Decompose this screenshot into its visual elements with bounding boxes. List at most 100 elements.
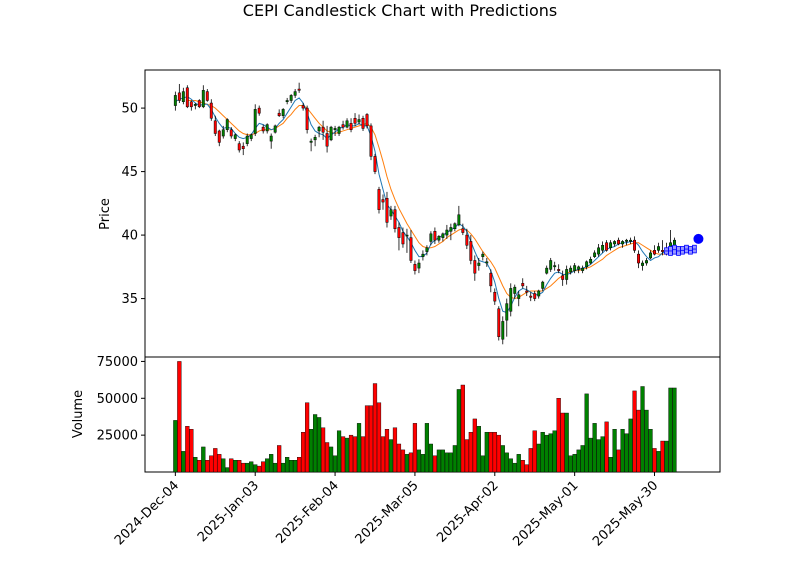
volume-bar xyxy=(656,451,661,473)
volume-bar xyxy=(237,460,242,473)
candle-body xyxy=(325,133,329,147)
candle-body xyxy=(545,267,549,274)
candle-body xyxy=(609,242,613,249)
volume-bar xyxy=(512,462,517,473)
moving-average-lines xyxy=(175,96,679,314)
volume-bar xyxy=(384,429,390,473)
candle-body xyxy=(601,244,605,251)
volume-bar xyxy=(604,421,609,473)
volume-bar xyxy=(444,452,449,473)
candle-body xyxy=(629,239,633,242)
volume-bar xyxy=(213,448,218,473)
candle-body xyxy=(621,241,625,245)
volume-bar xyxy=(468,431,473,473)
price-tick-label: 50 xyxy=(121,102,138,117)
candle-body xyxy=(377,189,381,210)
volume-bar xyxy=(372,383,378,473)
volume-bar xyxy=(340,436,346,473)
volume-bar xyxy=(544,434,549,473)
candle-body xyxy=(465,234,469,246)
candle-body xyxy=(589,258,593,264)
candle-body xyxy=(209,102,213,119)
volume-bar xyxy=(205,460,210,473)
candle-body xyxy=(365,114,369,127)
volume-bar xyxy=(432,455,437,473)
volume-bar xyxy=(504,452,509,473)
candle-body xyxy=(625,239,629,242)
candle-body xyxy=(605,242,609,251)
candle-body xyxy=(517,294,521,299)
volume-bar xyxy=(344,437,350,473)
candle-body xyxy=(425,247,429,252)
volume-tick-label: 75000 xyxy=(97,355,138,370)
x-tick-label: 2025-May-01 xyxy=(510,478,581,549)
candle-body xyxy=(481,253,485,257)
candle-body xyxy=(217,130,221,143)
candle-body xyxy=(261,126,265,132)
volume-bar xyxy=(356,423,362,473)
volume-bar xyxy=(392,427,398,473)
volume-bar xyxy=(668,387,673,473)
volume-bar xyxy=(380,436,386,473)
chart-title: CEPI Candlestick Chart with Predictions xyxy=(243,1,557,20)
candle-body xyxy=(401,232,405,245)
volume-bar xyxy=(428,443,433,473)
candle-body xyxy=(413,264,417,271)
candle-body xyxy=(565,269,569,280)
volume-bar xyxy=(616,449,621,473)
candle-body xyxy=(369,125,373,157)
candle-body xyxy=(489,272,493,287)
volume-bar xyxy=(452,445,457,473)
candle-body xyxy=(221,129,225,137)
candle-body xyxy=(193,104,197,106)
candle-body xyxy=(557,269,561,271)
volume-bar xyxy=(564,412,569,473)
volume-bar xyxy=(181,451,186,473)
candle-body xyxy=(385,198,389,223)
candle-body xyxy=(177,92,181,101)
price-tick-label: 45 xyxy=(121,165,138,180)
volume-tick-label: 25000 xyxy=(97,429,138,444)
price-panel: 35 40 45 50 Price xyxy=(98,69,721,358)
volume-bar xyxy=(552,430,557,473)
volume-bar xyxy=(173,420,178,473)
volume-bar xyxy=(352,436,358,473)
candle-body xyxy=(237,143,241,151)
volume-bar xyxy=(305,402,310,473)
volume-bar xyxy=(281,462,286,473)
candle-body xyxy=(373,156,377,172)
candle-body xyxy=(541,281,545,289)
volume-bar xyxy=(572,454,577,473)
volume-bar xyxy=(320,427,326,473)
volume-bar xyxy=(548,433,553,473)
candle-body xyxy=(613,241,617,245)
candle-body xyxy=(297,88,301,91)
volume-bar xyxy=(185,426,190,473)
candle-body xyxy=(477,262,481,266)
volume-bar xyxy=(540,431,545,473)
candle-body xyxy=(493,291,497,302)
candle-body xyxy=(213,120,217,134)
candle-body xyxy=(593,252,597,257)
volume-bar xyxy=(317,417,322,473)
candle-body xyxy=(485,261,489,264)
volume-bar xyxy=(249,461,254,473)
candle-body xyxy=(201,90,205,108)
candle-body xyxy=(657,246,660,251)
candle-body xyxy=(345,120,349,128)
volume-bar xyxy=(189,429,194,473)
volume-bar xyxy=(201,446,206,473)
volume-bar xyxy=(364,405,370,473)
price-y-axis: 35 40 45 50 xyxy=(121,102,145,307)
candle-body xyxy=(645,260,648,264)
volume-bar xyxy=(520,460,525,473)
volume-bar xyxy=(436,449,441,473)
volume-bar xyxy=(328,446,334,473)
volume-bar xyxy=(408,452,414,473)
volume-bar xyxy=(664,440,669,473)
volume-bar xyxy=(332,455,338,473)
candle-body xyxy=(445,229,449,236)
volume-bar xyxy=(592,423,597,473)
volume-bar xyxy=(632,390,637,473)
candle-body xyxy=(317,126,321,132)
